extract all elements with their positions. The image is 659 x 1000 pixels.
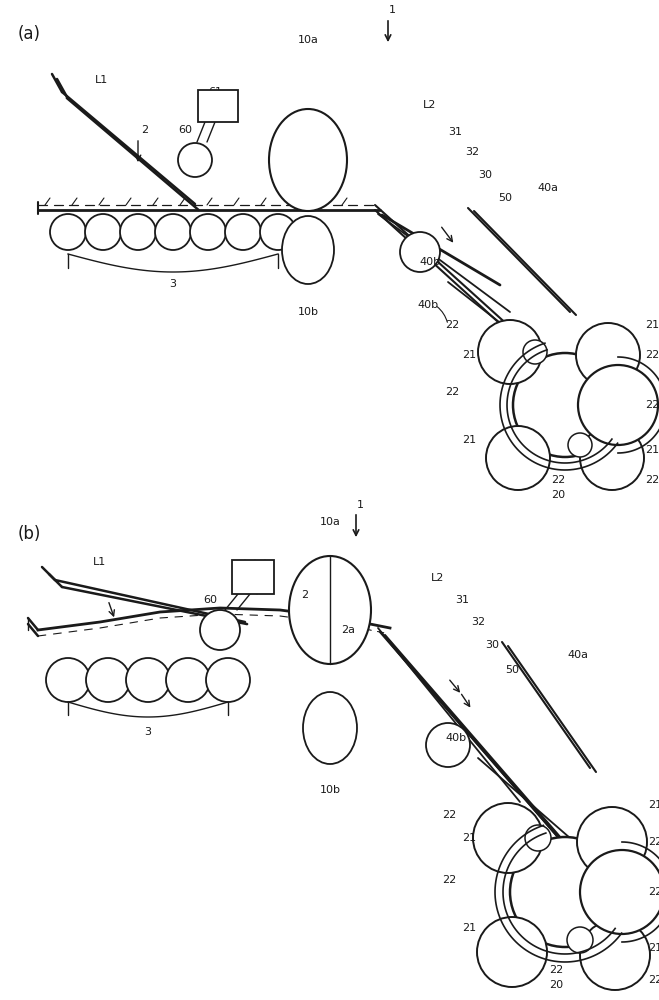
Text: 21: 21	[645, 320, 659, 330]
Text: (b): (b)	[18, 525, 42, 543]
Text: 50: 50	[498, 193, 512, 203]
Text: 21: 21	[648, 800, 659, 810]
Text: 1: 1	[389, 5, 395, 15]
Text: 22: 22	[442, 875, 456, 885]
Circle shape	[178, 143, 212, 177]
Text: 40a: 40a	[538, 183, 558, 193]
Circle shape	[523, 340, 547, 364]
Text: 22: 22	[648, 887, 659, 897]
Text: 21: 21	[462, 350, 476, 360]
Circle shape	[86, 658, 130, 702]
Text: 21: 21	[462, 923, 476, 933]
Text: 40b: 40b	[417, 300, 438, 310]
Text: 60: 60	[178, 125, 192, 135]
Circle shape	[426, 723, 470, 767]
Circle shape	[46, 658, 90, 702]
Text: 22: 22	[442, 810, 456, 820]
Text: 22: 22	[551, 475, 565, 485]
Text: 22: 22	[549, 965, 563, 975]
Ellipse shape	[269, 109, 347, 211]
Ellipse shape	[303, 692, 357, 764]
Circle shape	[478, 320, 542, 384]
Text: 2a: 2a	[341, 625, 355, 635]
Circle shape	[120, 214, 156, 250]
Text: 10a: 10a	[298, 35, 318, 45]
Circle shape	[225, 214, 261, 250]
Text: 40a: 40a	[567, 650, 588, 660]
Text: 61: 61	[208, 87, 222, 97]
Text: 22: 22	[645, 400, 659, 410]
Circle shape	[206, 658, 250, 702]
Text: 21: 21	[645, 445, 659, 455]
Text: 3: 3	[144, 727, 152, 737]
Circle shape	[260, 214, 296, 250]
Circle shape	[166, 658, 210, 702]
Text: L2: L2	[423, 100, 437, 110]
Text: 20: 20	[551, 490, 565, 500]
Text: 21: 21	[648, 943, 659, 953]
Ellipse shape	[289, 556, 371, 664]
Text: 22a: 22a	[645, 350, 659, 360]
Text: 30: 30	[478, 170, 492, 180]
Circle shape	[190, 214, 226, 250]
Text: 3: 3	[169, 279, 177, 289]
Text: 32: 32	[471, 617, 485, 627]
Circle shape	[580, 850, 659, 934]
Text: (a): (a)	[18, 25, 41, 43]
Text: 22: 22	[445, 320, 459, 330]
Text: 32: 32	[465, 147, 479, 157]
Ellipse shape	[282, 216, 334, 284]
Circle shape	[567, 927, 593, 953]
Circle shape	[200, 610, 240, 650]
Text: 2: 2	[142, 125, 148, 135]
Circle shape	[85, 214, 121, 250]
Circle shape	[50, 214, 86, 250]
Text: L1: L1	[96, 75, 109, 85]
Circle shape	[525, 825, 551, 851]
Text: 30: 30	[485, 640, 499, 650]
Text: 10b: 10b	[320, 785, 341, 795]
Text: 21: 21	[462, 833, 476, 843]
Text: L1: L1	[94, 557, 107, 567]
Text: 60: 60	[203, 595, 217, 605]
Circle shape	[126, 658, 170, 702]
Circle shape	[580, 920, 650, 990]
Circle shape	[510, 837, 620, 947]
Text: 40b: 40b	[445, 733, 467, 743]
Text: 31: 31	[455, 595, 469, 605]
Circle shape	[400, 232, 440, 272]
Circle shape	[577, 807, 647, 877]
Text: 10a: 10a	[320, 517, 341, 527]
Text: 61: 61	[241, 563, 255, 573]
Circle shape	[568, 433, 592, 457]
Text: 2: 2	[301, 590, 308, 600]
Circle shape	[580, 426, 644, 490]
Circle shape	[155, 214, 191, 250]
Circle shape	[486, 426, 550, 490]
Circle shape	[576, 323, 640, 387]
Circle shape	[473, 803, 543, 873]
Text: 22a: 22a	[648, 837, 659, 847]
Text: 31: 31	[448, 127, 462, 137]
Text: 22: 22	[445, 387, 459, 397]
Bar	[198, 90, 238, 122]
Text: 10b: 10b	[297, 307, 318, 317]
Text: 1: 1	[357, 500, 364, 510]
Text: 21: 21	[462, 435, 476, 445]
Text: 22: 22	[648, 975, 659, 985]
Text: 20: 20	[549, 980, 563, 990]
Circle shape	[477, 917, 547, 987]
Text: L2: L2	[431, 573, 445, 583]
Circle shape	[578, 365, 658, 445]
Text: 40b: 40b	[419, 257, 441, 267]
Text: 50: 50	[505, 665, 519, 675]
Text: 22: 22	[645, 475, 659, 485]
Bar	[232, 560, 274, 594]
Circle shape	[513, 353, 617, 457]
